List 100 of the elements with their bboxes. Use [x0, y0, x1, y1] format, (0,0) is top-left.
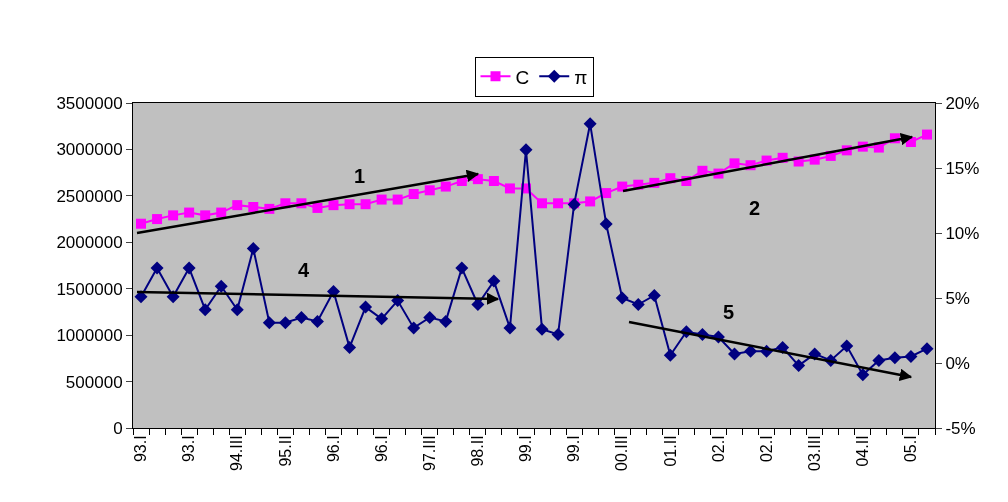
point [232, 200, 243, 211]
point [407, 321, 421, 335]
point [184, 207, 195, 218]
point [471, 298, 485, 311]
x-tick-label: 94.III [228, 435, 246, 471]
point [921, 129, 932, 140]
point [262, 316, 276, 330]
point [200, 210, 211, 221]
point [504, 183, 515, 194]
point [663, 348, 677, 362]
x-tick-label: 99.I [517, 435, 535, 463]
annotation: 2 [749, 197, 761, 219]
y-tick-label: 2500000 [56, 186, 123, 206]
point [248, 202, 259, 212]
point [728, 347, 741, 361]
point [537, 198, 548, 209]
y2-tick-label: 10% [945, 223, 980, 243]
x-tick-label: 05.I [902, 435, 920, 463]
point [792, 359, 806, 373]
x-tick-label: 93.I [132, 435, 150, 463]
y2-tick-label: 15% [945, 158, 980, 178]
y-tick-label: 3500000 [56, 93, 123, 113]
point [168, 210, 179, 221]
point [599, 217, 613, 231]
point [551, 327, 565, 341]
annotation: 4 [298, 259, 310, 281]
point [488, 176, 499, 186]
annotation: 1 [354, 165, 366, 187]
point [535, 322, 549, 336]
y-tick-label: 500000 [65, 372, 123, 392]
x-tick-label: 93.I [180, 435, 198, 463]
point [519, 143, 533, 157]
y-tick-label: 1000000 [56, 326, 123, 346]
point [631, 298, 645, 311]
point [182, 261, 196, 275]
x-tick-label: 01.II [661, 435, 679, 467]
point [392, 194, 403, 205]
point [647, 288, 661, 302]
point [198, 303, 212, 317]
point [230, 303, 244, 317]
point [327, 285, 340, 298]
point [359, 300, 373, 314]
point [246, 242, 260, 256]
point [439, 314, 453, 328]
point [152, 214, 163, 225]
point [343, 340, 357, 354]
point [408, 189, 419, 199]
y-tick-label: 3000000 [56, 140, 123, 160]
y-tick-label: 0 [113, 418, 123, 438]
point [920, 342, 934, 356]
point [553, 198, 564, 209]
x-tick-label: 02.I [709, 435, 727, 463]
y2-tick-label: -5% [945, 418, 976, 438]
point [312, 202, 323, 213]
x-tick-label: 00.III [613, 435, 631, 471]
x-tick-label: 02.I [757, 435, 775, 463]
point [214, 279, 228, 293]
y2-tick-label: 5% [945, 288, 970, 308]
y2-tick-label: 0% [945, 353, 970, 373]
point [278, 316, 292, 330]
x-tick-label: 04.II [854, 435, 872, 467]
point [583, 117, 597, 131]
y-tick-label: 1500000 [56, 279, 123, 299]
point [440, 181, 451, 192]
point [375, 312, 389, 326]
point [376, 194, 387, 205]
x-tick-label: 96.I [324, 435, 342, 463]
y-tick-label: 2000000 [56, 233, 123, 253]
point [455, 261, 469, 275]
point [503, 321, 517, 335]
point [344, 199, 355, 210]
y2-tick-label: 20% [945, 93, 980, 113]
point [150, 261, 164, 275]
point [424, 185, 435, 196]
legend-label: π [574, 66, 588, 88]
point [487, 274, 501, 288]
point [856, 368, 870, 382]
legend-label: C [515, 66, 530, 88]
point [328, 200, 339, 211]
point [423, 311, 437, 324]
point [840, 339, 854, 353]
point [136, 218, 147, 229]
x-tick-label: 95.II [276, 435, 294, 467]
point [888, 351, 902, 365]
point [744, 344, 758, 358]
point [360, 199, 371, 210]
point [294, 311, 308, 324]
x-tick-label: 97.III [420, 435, 438, 471]
point [615, 291, 629, 305]
point [729, 158, 740, 169]
point [904, 350, 918, 363]
x-tick-label: 99.I [565, 435, 583, 463]
x-tick-label: 96.I [372, 435, 390, 463]
point [310, 314, 324, 328]
point [216, 207, 227, 218]
point [134, 290, 148, 304]
point [872, 353, 886, 367]
x-tick-label: 03.III [805, 435, 823, 471]
annotation: 5 [723, 301, 735, 323]
x-tick-label: 98.II [469, 435, 487, 467]
